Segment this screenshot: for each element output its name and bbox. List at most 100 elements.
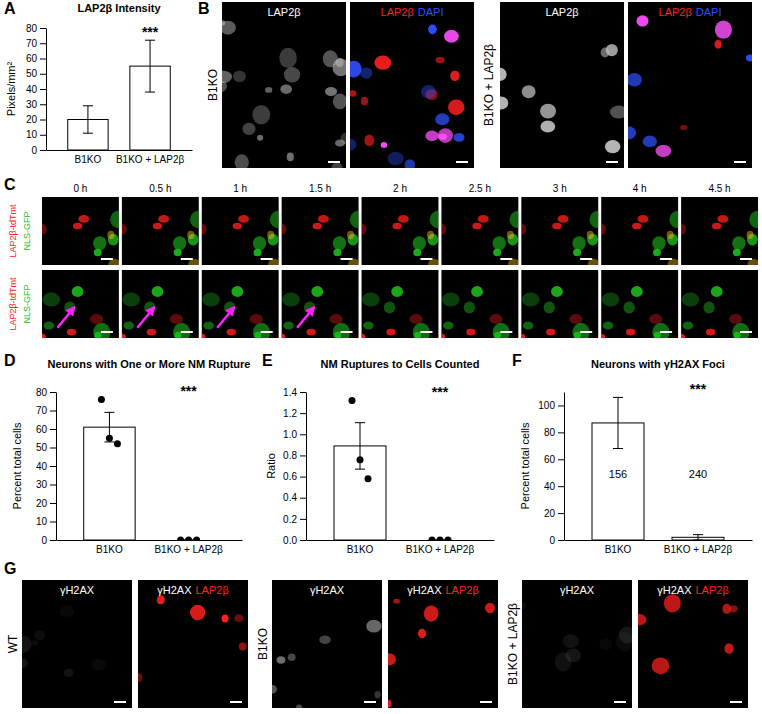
channel-name: DAPI (418, 6, 444, 18)
cell (242, 123, 255, 135)
cell (652, 323, 669, 338)
cell (669, 211, 678, 228)
cells (42, 211, 119, 265)
cell (521, 224, 526, 235)
cell (282, 334, 286, 338)
y-tick: 80 (36, 387, 56, 398)
error-bar (83, 106, 93, 133)
bar (334, 446, 386, 540)
row-label: WT (6, 634, 20, 653)
error-cap (613, 448, 623, 449)
cell (573, 323, 590, 338)
cells (681, 211, 758, 265)
cell (546, 329, 555, 336)
cells (42, 286, 110, 338)
y-tick: 0.0 (283, 535, 306, 546)
y-tick: 10 (26, 129, 46, 140)
cell (388, 152, 404, 165)
cells (282, 286, 350, 338)
cell (364, 135, 374, 147)
image-background (138, 580, 248, 708)
y-tick: 80 (26, 23, 46, 34)
cell (311, 286, 323, 297)
tick-label: 40 (544, 481, 556, 492)
cell (638, 614, 647, 626)
cell (238, 215, 249, 223)
row-label: B1KO + LAP2β (482, 44, 496, 126)
chart-title: NM Ruptures to Cells Counted (321, 358, 480, 370)
cell (572, 236, 585, 250)
tick-label: 30 (26, 99, 38, 110)
tick-mark (40, 135, 46, 136)
error-bar (355, 423, 365, 470)
cell (428, 25, 437, 35)
cell (521, 334, 525, 338)
cell (443, 322, 454, 330)
micrograph (118, 270, 199, 342)
cell (34, 630, 46, 641)
tick-label: B1KO (605, 544, 632, 555)
tick-mark (300, 477, 306, 478)
error-cap (145, 92, 155, 93)
cell (746, 231, 753, 239)
cell (565, 648, 581, 662)
tick-mark (300, 434, 306, 435)
cell (203, 322, 214, 330)
y-tick: 100 (538, 400, 564, 411)
error-cap (83, 105, 93, 106)
cells (601, 211, 678, 265)
cell (418, 629, 426, 638)
cell (350, 139, 356, 151)
image-background (628, 2, 752, 168)
scale-bar (261, 258, 273, 260)
cell (147, 329, 156, 336)
x-tick: B1KO + LAP2β (664, 544, 733, 555)
y-tick: 0 (549, 535, 564, 546)
plot-area (68, 40, 171, 150)
data-point (177, 537, 184, 541)
cell (231, 286, 243, 297)
significance: *** (690, 381, 707, 397)
cell (44, 322, 55, 330)
cell (551, 286, 563, 297)
y-tick: 1.0 (283, 429, 306, 440)
cell (681, 334, 685, 338)
cell (421, 85, 436, 98)
cell (425, 131, 438, 142)
cell (441, 224, 446, 235)
time-label: 3 h (553, 183, 567, 194)
channel-label: γH2AXLAP2β (407, 584, 479, 596)
cell (265, 87, 272, 93)
y-tick: 60 (36, 424, 56, 435)
panel-letter: E (262, 352, 273, 369)
image-background (601, 197, 678, 265)
image-background (362, 197, 439, 265)
scale-bar (730, 701, 742, 703)
chart-title: Neurons with γH2AX Foci (591, 358, 725, 370)
tick-label: 1.0 (283, 429, 297, 440)
cells (202, 286, 270, 338)
micrograph (677, 270, 758, 342)
tick-mark (300, 519, 306, 520)
micrograph (14, 580, 132, 708)
axis-line (57, 540, 243, 541)
tick-mark (40, 120, 46, 121)
tick-mark (300, 392, 306, 393)
time-label: 0.5 h (149, 183, 171, 194)
tick-label: 1.2 (283, 408, 297, 419)
image-background (521, 197, 598, 265)
axis-line (564, 393, 565, 541)
y-axis: 020406080100 (538, 393, 564, 546)
cell (234, 614, 243, 622)
y-axis: 0.00.20.40.60.81.01.21.4 (283, 387, 306, 546)
channel-label: γH2AXLAP2β (157, 584, 229, 596)
y-tick: 50 (26, 68, 46, 79)
data-point (429, 537, 436, 541)
cell (464, 302, 475, 314)
cell (202, 293, 220, 307)
cell (391, 286, 403, 297)
cell (427, 231, 434, 239)
arrow (137, 307, 154, 327)
y-axis: 01020304050607080 (36, 387, 57, 546)
cell (91, 659, 105, 670)
